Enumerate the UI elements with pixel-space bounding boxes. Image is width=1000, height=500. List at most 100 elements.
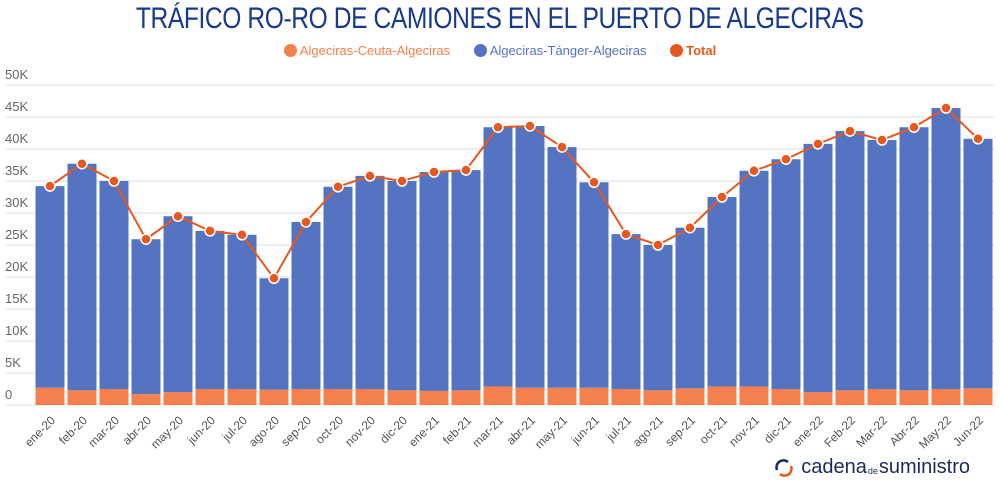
bar-tanger xyxy=(675,227,705,389)
total-point xyxy=(236,229,248,241)
bar-tanger xyxy=(931,108,961,389)
bar-ceuta xyxy=(259,389,289,405)
x-tick-label: dic-21 xyxy=(761,413,794,446)
bar-ceuta xyxy=(835,390,865,405)
legend-swatch xyxy=(283,44,297,57)
total-point xyxy=(556,141,568,153)
bar-ceuta xyxy=(803,392,833,405)
y-tick-label: 20K xyxy=(5,259,28,274)
bar-tanger xyxy=(163,216,193,393)
bar-ceuta xyxy=(963,388,993,405)
bar-ceuta xyxy=(675,388,705,405)
x-tick-label: may-20 xyxy=(148,413,186,451)
bar-tanger xyxy=(707,197,737,387)
bar-ceuta xyxy=(643,390,673,405)
total-point xyxy=(364,170,376,182)
bar-tanger xyxy=(515,125,545,388)
bar-tanger xyxy=(899,127,929,391)
x-tick-label: mar-20 xyxy=(85,413,122,450)
total-point xyxy=(780,153,792,165)
bar-tanger xyxy=(355,175,385,389)
total-point xyxy=(844,125,856,137)
bar-ceuta xyxy=(515,387,545,405)
total-point xyxy=(332,181,344,193)
y-tick-label: 40K xyxy=(5,131,28,146)
legend-swatch xyxy=(670,44,684,57)
bar-tanger xyxy=(835,131,865,391)
bar-ceuta xyxy=(611,389,641,405)
x-tick-label: feb-20 xyxy=(56,413,90,447)
y-tick-label: 10K xyxy=(5,323,28,338)
x-tick-label: feb-21 xyxy=(440,413,474,447)
bar-tanger xyxy=(323,186,353,389)
x-tick-label: ago-20 xyxy=(246,413,283,450)
bar-ceuta xyxy=(931,389,961,405)
bar-tanger xyxy=(803,143,833,393)
y-tick-label: 35K xyxy=(5,163,28,178)
y-tick-label: 15K xyxy=(5,291,28,306)
legend: Algeciras-Ceuta-Algeciras Algeciras-Táng… xyxy=(0,43,1000,58)
bar-ceuta xyxy=(195,389,225,405)
bar-ceuta xyxy=(771,389,801,405)
total-point xyxy=(172,210,184,222)
bar-tanger xyxy=(547,147,577,388)
total-point xyxy=(44,180,56,192)
total-point xyxy=(748,165,760,177)
total-point xyxy=(140,233,152,245)
x-tick-label: Mar-22 xyxy=(853,413,890,450)
legend-item-ceuta: Algeciras-Ceuta-Algeciras xyxy=(283,43,450,58)
bar-ceuta xyxy=(67,390,97,405)
bar-ceuta xyxy=(739,386,769,405)
total-point xyxy=(812,138,824,150)
x-tick-label: sep-21 xyxy=(662,413,698,449)
x-tick-label: ene-20 xyxy=(22,413,59,450)
bar-ceuta xyxy=(483,386,513,405)
bar-ceuta xyxy=(291,389,321,405)
x-tick-label: jun-21 xyxy=(568,413,602,447)
total-point xyxy=(908,121,920,133)
x-tick-label: oct-21 xyxy=(697,413,731,447)
x-tick-label: jun-20 xyxy=(184,413,218,447)
y-tick-label: 0 xyxy=(5,387,12,402)
bar-tanger xyxy=(227,234,257,389)
logo-icon xyxy=(775,458,793,477)
bar-tanger xyxy=(739,170,769,387)
total-point xyxy=(460,164,472,176)
bar-ceuta xyxy=(547,387,577,405)
bar-ceuta xyxy=(355,389,385,405)
legend-item-tanger: Algeciras-Tánger-Algeciras xyxy=(473,43,646,58)
bar-tanger xyxy=(99,181,129,389)
y-tick-label: 5K xyxy=(5,355,21,370)
x-tick-label: ene-21 xyxy=(406,413,443,450)
total-point xyxy=(652,239,664,251)
total-point xyxy=(268,272,280,285)
bar-ceuta xyxy=(707,386,737,405)
total-point xyxy=(108,175,120,187)
legend-swatch xyxy=(473,44,487,57)
bar-tanger xyxy=(483,127,513,387)
bar-ceuta xyxy=(451,390,481,405)
total-point xyxy=(204,225,216,237)
chart-title: TRÁFICO RO-RO DE CAMIONES EN EL PUERTO D… xyxy=(136,2,864,35)
total-point xyxy=(428,166,440,178)
bar-tanger xyxy=(387,181,417,391)
logo: cadena de suministro xyxy=(773,456,970,479)
total-point xyxy=(396,175,408,187)
bar-tanger xyxy=(867,140,897,389)
legend-item-total: Total xyxy=(670,43,716,58)
x-tick-label: dic-20 xyxy=(377,413,410,446)
bar-tanger xyxy=(35,186,65,388)
x-tick-label: sep-20 xyxy=(278,413,314,449)
x-tick-label: nov-21 xyxy=(726,413,762,449)
bar-ceuta xyxy=(419,390,449,405)
x-tick-label: may-21 xyxy=(532,413,570,451)
bar-ceuta xyxy=(323,389,353,405)
bar-tanger xyxy=(771,159,801,389)
bar-tanger xyxy=(963,138,993,389)
total-point xyxy=(876,134,888,146)
x-tick-label: Jun-22 xyxy=(950,413,986,449)
total-point xyxy=(300,216,312,228)
y-tick-label: 30K xyxy=(5,195,28,210)
bar-ceuta xyxy=(131,394,161,405)
